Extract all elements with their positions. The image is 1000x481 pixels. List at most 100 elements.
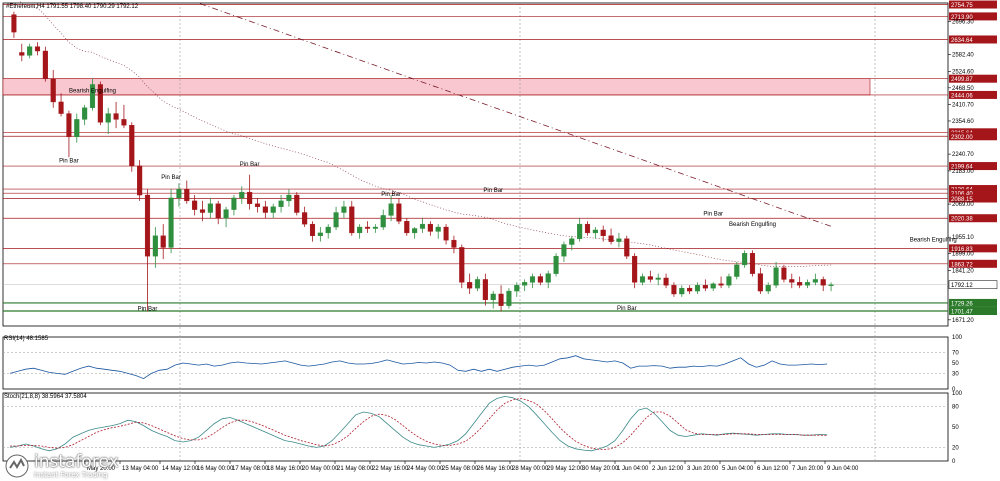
candle-body <box>584 223 591 234</box>
candle-body <box>42 50 48 79</box>
candle-body <box>74 119 80 138</box>
support-tag <box>949 298 997 307</box>
pattern-label: Pin Bar <box>240 162 260 168</box>
candle-body <box>742 253 748 266</box>
candle-body <box>160 235 166 248</box>
candle-body <box>388 203 394 216</box>
candle-body <box>757 273 763 292</box>
candle-body <box>262 206 268 213</box>
time-tick-label: 7 Jun 20:00 <box>792 466 824 472</box>
candle-body <box>325 226 331 234</box>
candle-body <box>294 194 300 213</box>
candle-body <box>522 282 528 286</box>
support-tag <box>949 307 997 316</box>
watermark-brand: instaforex <box>34 452 119 472</box>
stoch-tick-label: 80 <box>952 405 959 411</box>
candle-body <box>671 285 677 295</box>
time-tick-label: 25 May 08:00 <box>442 466 479 472</box>
rsi-tick-label: 50 <box>952 361 959 367</box>
candle-body <box>514 285 520 292</box>
candle-body <box>341 206 347 213</box>
candle-body <box>372 226 378 229</box>
level-tag-label: 1863.72 <box>951 262 973 268</box>
time-tick-label: 6 Jun 12:00 <box>757 466 789 472</box>
time-tick-label: 22 May 16:00 <box>372 466 409 472</box>
candle-body <box>27 46 33 56</box>
stoch-tick-label: 50 <box>952 425 959 431</box>
instaforex-watermark: instaforex Instant Forex Trading <box>4 452 119 480</box>
trend-line-long <box>199 3 834 228</box>
candle-body <box>663 277 669 286</box>
level-tag-label: 2199.64 <box>951 165 973 171</box>
level-tag <box>949 74 997 83</box>
instaforex-logo-icon <box>5 454 29 478</box>
pattern-label: Pin Bar <box>381 192 401 198</box>
candle-body <box>435 226 441 232</box>
candle-body <box>647 276 653 280</box>
time-tick-label: 26 May 16:00 <box>477 466 514 472</box>
candle-body <box>176 189 182 199</box>
support-tag-label: 1729.26 <box>951 301 973 307</box>
time-tick-label: 18 May 16:00 <box>267 466 304 472</box>
candle-body <box>82 107 88 120</box>
candle-body <box>773 267 779 286</box>
candle-body <box>561 244 567 257</box>
candle-body <box>50 78 56 103</box>
candle-body <box>828 284 834 286</box>
stoch-tick-label: 0 <box>952 459 956 465</box>
candle-body <box>467 282 473 289</box>
candle-body <box>608 235 614 242</box>
level-tag <box>949 214 997 223</box>
candle-body <box>427 223 433 232</box>
time-tick-label: 14 May 12:00 <box>162 466 199 472</box>
candle-body <box>199 209 206 213</box>
candle-body <box>600 229 606 236</box>
stochastic-panel: 100 80 50 20 0 <box>3 391 963 465</box>
candle-body <box>482 279 488 301</box>
time-tick-label: 1 Jun 04:00 <box>617 466 649 472</box>
candle-body <box>309 223 316 236</box>
stoch-k-line <box>9 395 828 452</box>
rsi-label: RSI(14) 48.1585 <box>4 336 49 342</box>
time-tick-label: May 20:00 <box>87 466 116 472</box>
candle-body <box>207 203 213 213</box>
chart-grid <box>179 3 876 461</box>
candle-body <box>223 209 229 219</box>
candle-body <box>529 276 536 283</box>
candle-body <box>302 212 308 225</box>
candle-body <box>765 285 771 292</box>
candle-body <box>137 165 143 196</box>
candle-body <box>632 255 638 283</box>
stoch-tick-label: 100 <box>952 391 963 397</box>
candle-body <box>616 238 622 242</box>
time-tick-label: 24 May 00:00 <box>407 466 444 472</box>
level-tag-label: 2088.15 <box>951 197 973 203</box>
pattern-label: Pin Bar <box>59 158 79 164</box>
pattern-label: Bearish Engulfing <box>69 89 116 95</box>
candle-body <box>396 203 402 222</box>
rsi-panel: 100 70 50 30 0 <box>3 335 963 393</box>
level-tag <box>949 189 997 198</box>
time-tick-label: 16 May 00:00 <box>197 466 234 472</box>
candle-body <box>804 282 811 286</box>
candle-body <box>459 247 465 283</box>
candle-body <box>569 238 575 245</box>
level-tag <box>949 35 997 44</box>
price-tick-label: 1841.20 <box>952 268 974 274</box>
candle-body <box>451 239 457 248</box>
pattern-label: Pin Bar <box>617 306 637 312</box>
main-panel-frame <box>2 2 949 327</box>
rsi-tick-label: 70 <box>952 351 959 357</box>
trend-lines <box>18 0 834 267</box>
time-tick-label: 2 Jun 12:00 <box>652 466 684 472</box>
candle-body <box>710 283 716 289</box>
stoch-label: Stoch(21,8,8) 38.5964 37.5804 <box>4 394 87 400</box>
price-tick-label: 2468.50 <box>952 86 974 92</box>
candle-body <box>247 191 253 204</box>
price-tick-label: 2696.30 <box>952 20 974 26</box>
time-tick-label: 20 May 00:00 <box>302 466 339 472</box>
candle-body <box>537 276 543 283</box>
price-tick-label: 2069.00 <box>952 202 974 208</box>
pattern-label: Bearish Engulfing <box>910 237 957 243</box>
